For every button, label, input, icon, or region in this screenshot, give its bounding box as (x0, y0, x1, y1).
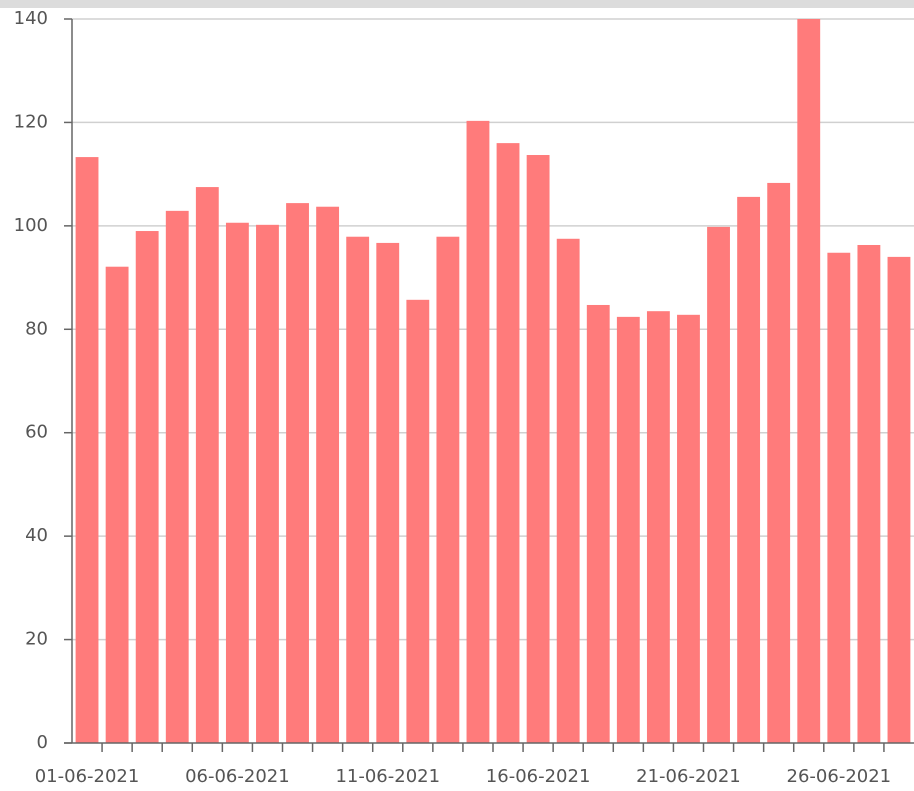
bar (526, 155, 550, 744)
bar (677, 314, 700, 743)
bar (346, 236, 370, 743)
bar (286, 203, 309, 744)
bar (225, 222, 249, 744)
bar (75, 157, 99, 743)
bar (135, 231, 159, 743)
bar (406, 299, 430, 743)
bar (857, 244, 881, 743)
y-tick-label: 80 (25, 318, 48, 339)
bar (616, 316, 640, 743)
bar (466, 120, 490, 744)
y-tick-label: 60 (25, 422, 48, 443)
x-tick-label: 11-06-2021 (335, 766, 440, 787)
bar (767, 182, 791, 744)
y-tick-label: 0 (37, 732, 48, 753)
bar (165, 210, 189, 744)
x-tick-label: 06-06-2021 (185, 766, 290, 787)
y-tick-label: 140 (14, 8, 48, 29)
y-tick-label: 100 (14, 215, 48, 236)
y-tick-label: 120 (14, 111, 48, 132)
bar (827, 252, 851, 743)
bar (707, 226, 730, 744)
bar (316, 206, 340, 744)
x-tick-label: 16-06-2021 (486, 766, 591, 787)
bar (436, 236, 460, 743)
y-tick-label: 20 (25, 629, 48, 650)
x-tick-label: 26-06-2021 (787, 766, 892, 787)
bar (556, 238, 580, 744)
bar (586, 304, 610, 743)
bar (376, 242, 400, 743)
bar (496, 143, 520, 744)
bar (195, 187, 219, 744)
bar (256, 224, 279, 743)
y-tick-label: 40 (25, 525, 48, 546)
bar (887, 256, 911, 743)
bar (105, 266, 129, 743)
x-tick-label: 01-06-2021 (35, 766, 140, 787)
top-strip (0, 0, 914, 8)
x-tick-label: 21-06-2021 (636, 766, 741, 787)
bar (737, 196, 761, 743)
bar (797, 19, 821, 743)
bar (646, 311, 670, 743)
